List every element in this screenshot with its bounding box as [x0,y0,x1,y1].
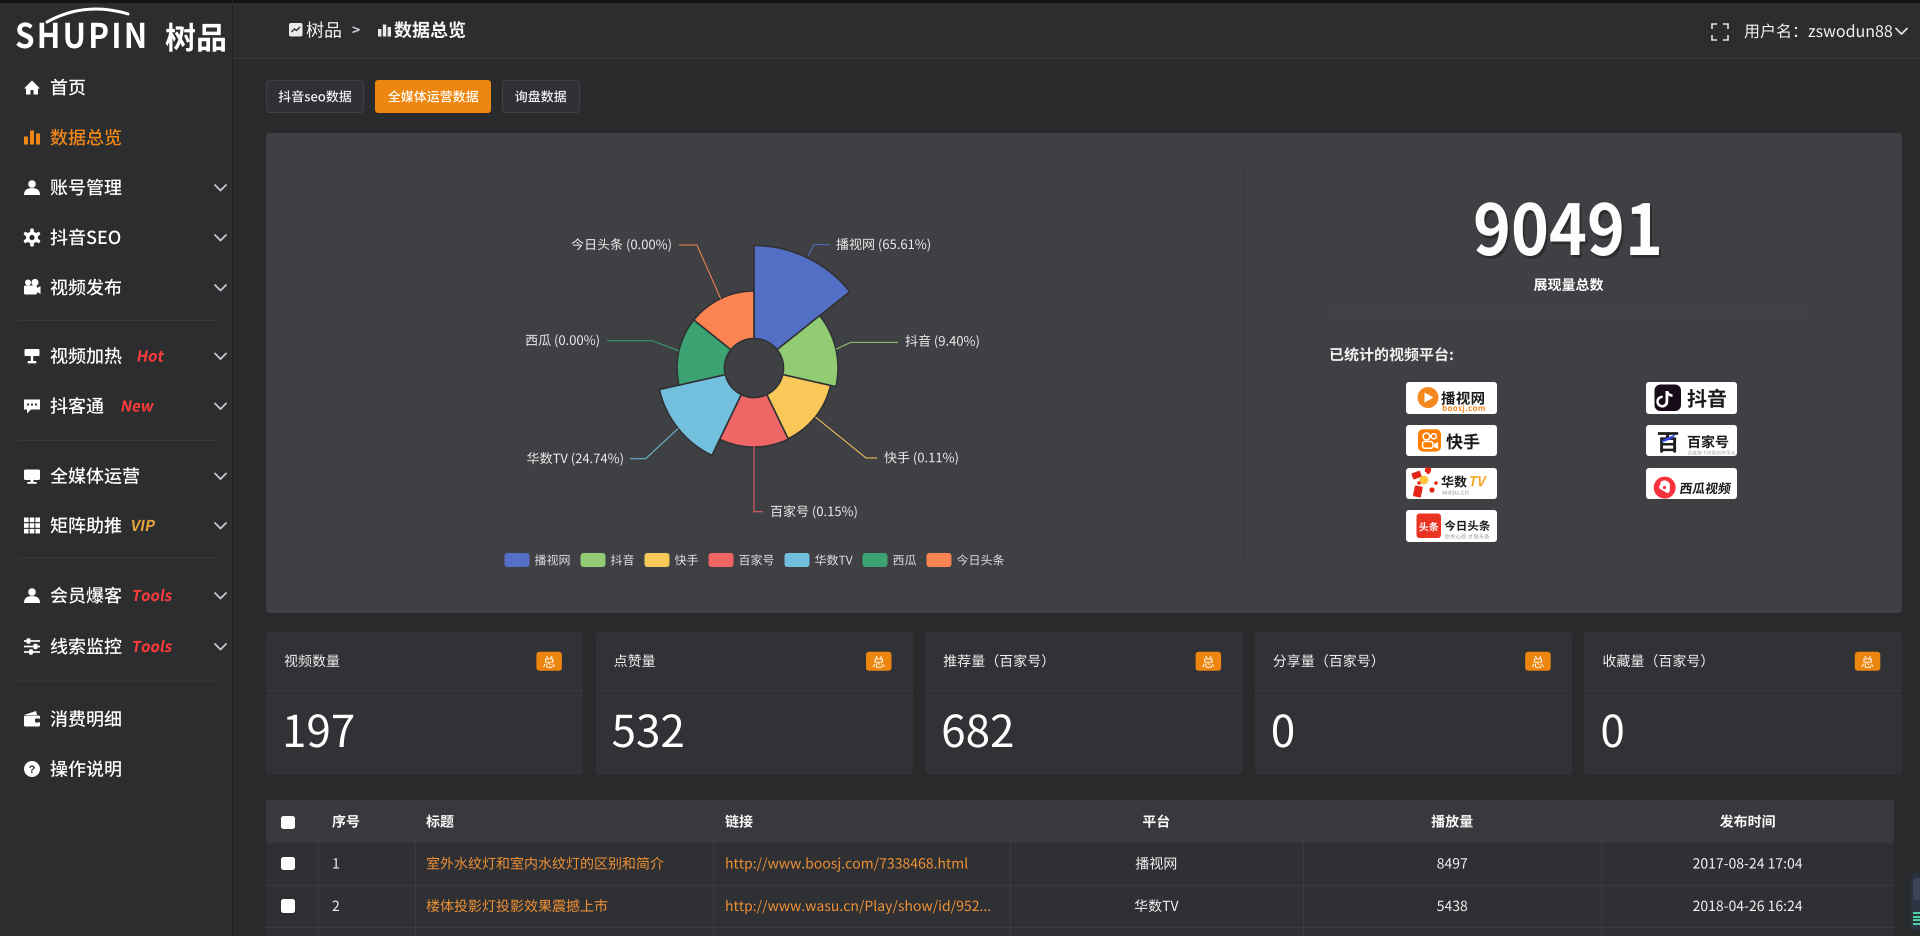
svg-text:?: ? [29,764,36,776]
